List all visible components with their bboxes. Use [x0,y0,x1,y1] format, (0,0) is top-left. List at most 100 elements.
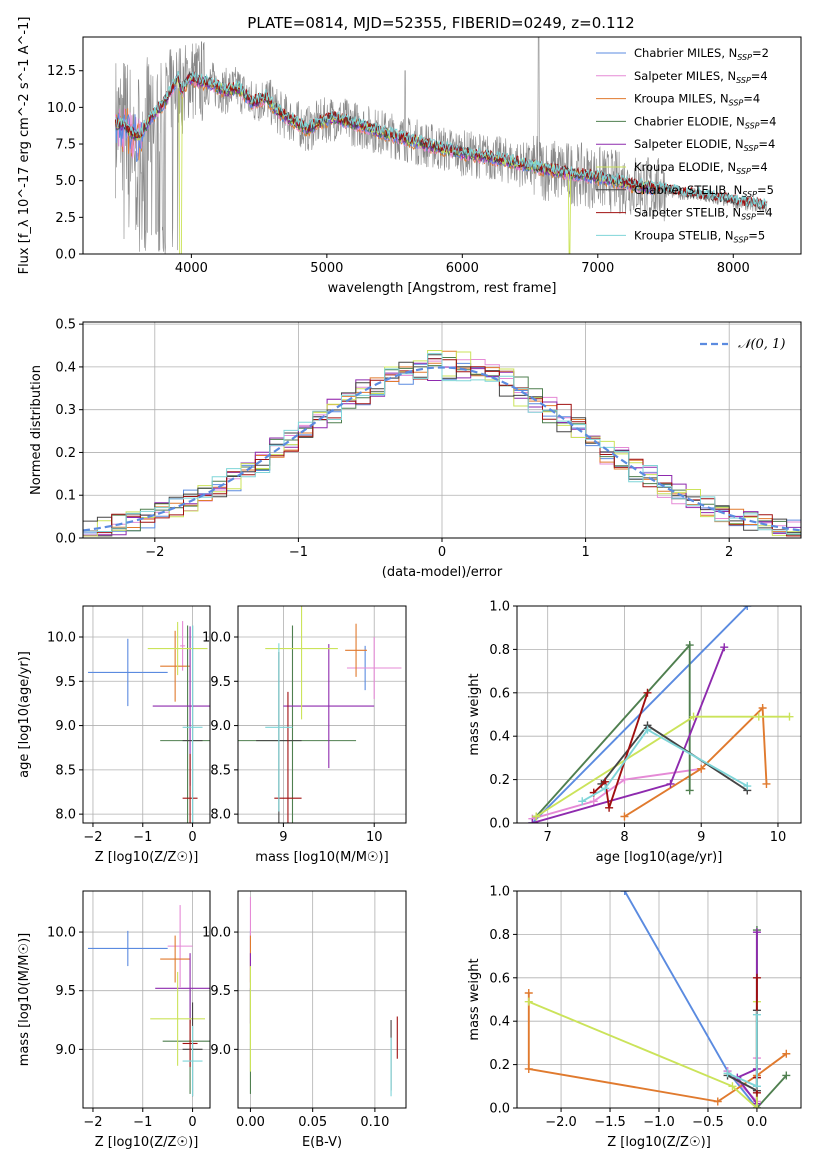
x-tick-label: 9 [697,830,705,845]
axes-3: −2 −1 0 8.0 8.5 9.0 9.5 10.0 Z [log10(Z/Z☉)] age … [17,605,211,865]
y-tick-label: 9.0 [55,719,76,734]
x-tick-label: −0.5 [692,1115,724,1130]
series-marker-kroupa_miles [524,1064,533,1073]
x-tick-label: 0.05 [298,1115,327,1130]
y-tick-label: 0.2 [489,773,510,788]
series-marker-salpeter_stelib [752,973,761,982]
spectrum-title: PLATE=0814, MJD=52355, FIBERID=0249, z=0… [247,14,634,32]
series-marker-salpeter_elodie [752,928,761,937]
x-tick-label: 9 [279,830,287,845]
x-tick-label: −1 [133,1115,152,1130]
y-tick-label: 9.5 [55,675,76,690]
axes-frame [82,36,802,255]
axes-frame [82,321,802,539]
series-line-kroupa_elodie [528,1000,758,1108]
plot-area [87,621,210,823]
y-tick-label: 0.4 [489,730,510,745]
legend-label: 𝒩(0, 1) [738,337,785,352]
x-axis-label: E(B-V) [302,1135,342,1150]
series-marker-kroupa_miles [524,988,533,997]
x-tick-label: −2 [145,545,164,560]
y-tick-label: 9.0 [210,719,231,734]
y-tick-label: 0.6 [489,686,510,701]
legend-label: Chabrier ELODIE, NSSP=4 [634,114,776,130]
grid [83,891,210,1108]
y-tick-label: 0.0 [489,1102,510,1117]
axes-frame [237,890,407,1109]
series-marker-salpeter_miles [620,775,629,784]
axes-frame [516,605,802,824]
axes-5: 7 8 9 10 0.0 0.2 0.4 0.6 0.8 1.0 age [log10(age/yr… [467,600,802,865]
series-marker-kroupa_miles [758,703,767,712]
series-marker-chabrier_miles [620,891,629,895]
axes-frame [82,890,211,1109]
axes-6: −2 −1 0 9.0 9.5 10.0 Z [log10(Z/Z☉)] mass [log1… [17,890,211,1150]
axes-frame [82,605,211,824]
y-tick-label: 0.3 [55,403,76,418]
y-tick-label: 0.4 [55,360,76,375]
series-marker-kroupa_stelib [723,1069,732,1078]
series-marker-kroupa_miles [762,779,771,788]
series-marker-salpeter_miles [589,797,598,806]
legend-label: Salpeter MILES, NSSP=4 [634,69,768,85]
series-marker-kroupa_stelib [743,782,752,791]
series-marker-kroupa_stelib [752,1082,761,1091]
series-marker-salpeter_stelib [643,688,652,697]
y-axis-label: mass weight [467,673,482,755]
series-marker-kroupa_elodie [524,997,533,1006]
normal-curve [83,366,801,532]
x-tick-label: 8000 [717,261,750,276]
x-tick-label: 7 [544,830,552,845]
x-tick-label: −1.5 [594,1115,626,1130]
axes-8: −2.0 −1.5 −1.0 −0.5 0.0 0.0 0.2 0.4 0.6 0.8 1.0 Z [… [467,885,802,1150]
series-marker-kroupa_elodie [754,712,763,721]
y-tick-label: 0.5 [55,318,76,333]
y-tick-label: 12.5 [47,64,76,79]
series-marker-salpeter_elodie [528,819,537,823]
series-line-salpeter_miles [532,767,702,820]
observed-spectrum-line [115,37,768,254]
legend-label: Salpeter ELODIE, NSSP=4 [634,137,775,153]
y-tick-label: 0.0 [489,817,510,832]
y-tick-label: 10.0 [47,926,76,941]
y-tick-label: 0.0 [55,248,76,263]
series-marker-kroupa_stelib [601,784,610,793]
plot-area [238,606,402,823]
legend-label: Chabrier MILES, NSSP=2 [634,46,769,62]
y-tick-label: 0.0 [55,532,76,547]
y-tick-label: 0.4 [489,1015,510,1030]
x-tick-label: 5000 [310,261,343,276]
x-axis-label: Z [log10(Z/Z☉)] [607,1135,711,1150]
series-marker-salpeter_elodie [666,779,675,788]
plot-area [528,606,794,823]
x-axis-label: mass [log10(M/M☉)] [255,850,388,865]
x-tick-label: −1 [133,830,152,845]
y-axis-label: Flux [f_λ 10^-17 erg cm^-2 s^-1 A^-1] [17,17,32,275]
y-tick-label: 0.6 [489,971,510,986]
axes-frame [516,890,802,1109]
series-marker-kroupa_stelib [752,1010,761,1019]
grid [238,606,406,823]
spectrum-legend: Chabrier MILES, NSSP=2 Salpeter MILES, NS… [596,46,776,244]
series-marker-chabrier_elodie [685,786,694,795]
y-tick-label: 8.0 [210,808,231,823]
plot-area [524,891,791,1108]
series-marker-kroupa_elodie [532,812,541,821]
plot-area [83,350,801,537]
series-line-salpeter_stelib [593,692,649,809]
y-tick-label: 9.5 [210,984,231,999]
y-tick-label: 8.5 [55,763,76,778]
y-tick-label: 5.0 [55,174,76,189]
series-marker-kroupa_miles [697,764,706,773]
y-tick-label: 8.5 [210,763,231,778]
x-tick-label: −1.0 [643,1115,675,1130]
y-tick-label: 1.0 [489,600,510,615]
series-marker-chabrier_elodie [685,641,694,650]
series-line-kroupa_stelib [581,728,748,803]
y-tick-label: 9.0 [210,1043,231,1058]
axes-frame [237,605,407,824]
series-marker-kroupa_stelib [643,725,652,734]
y-tick-label: 0.1 [55,489,76,504]
x-tick-label: −2.0 [545,1115,577,1130]
